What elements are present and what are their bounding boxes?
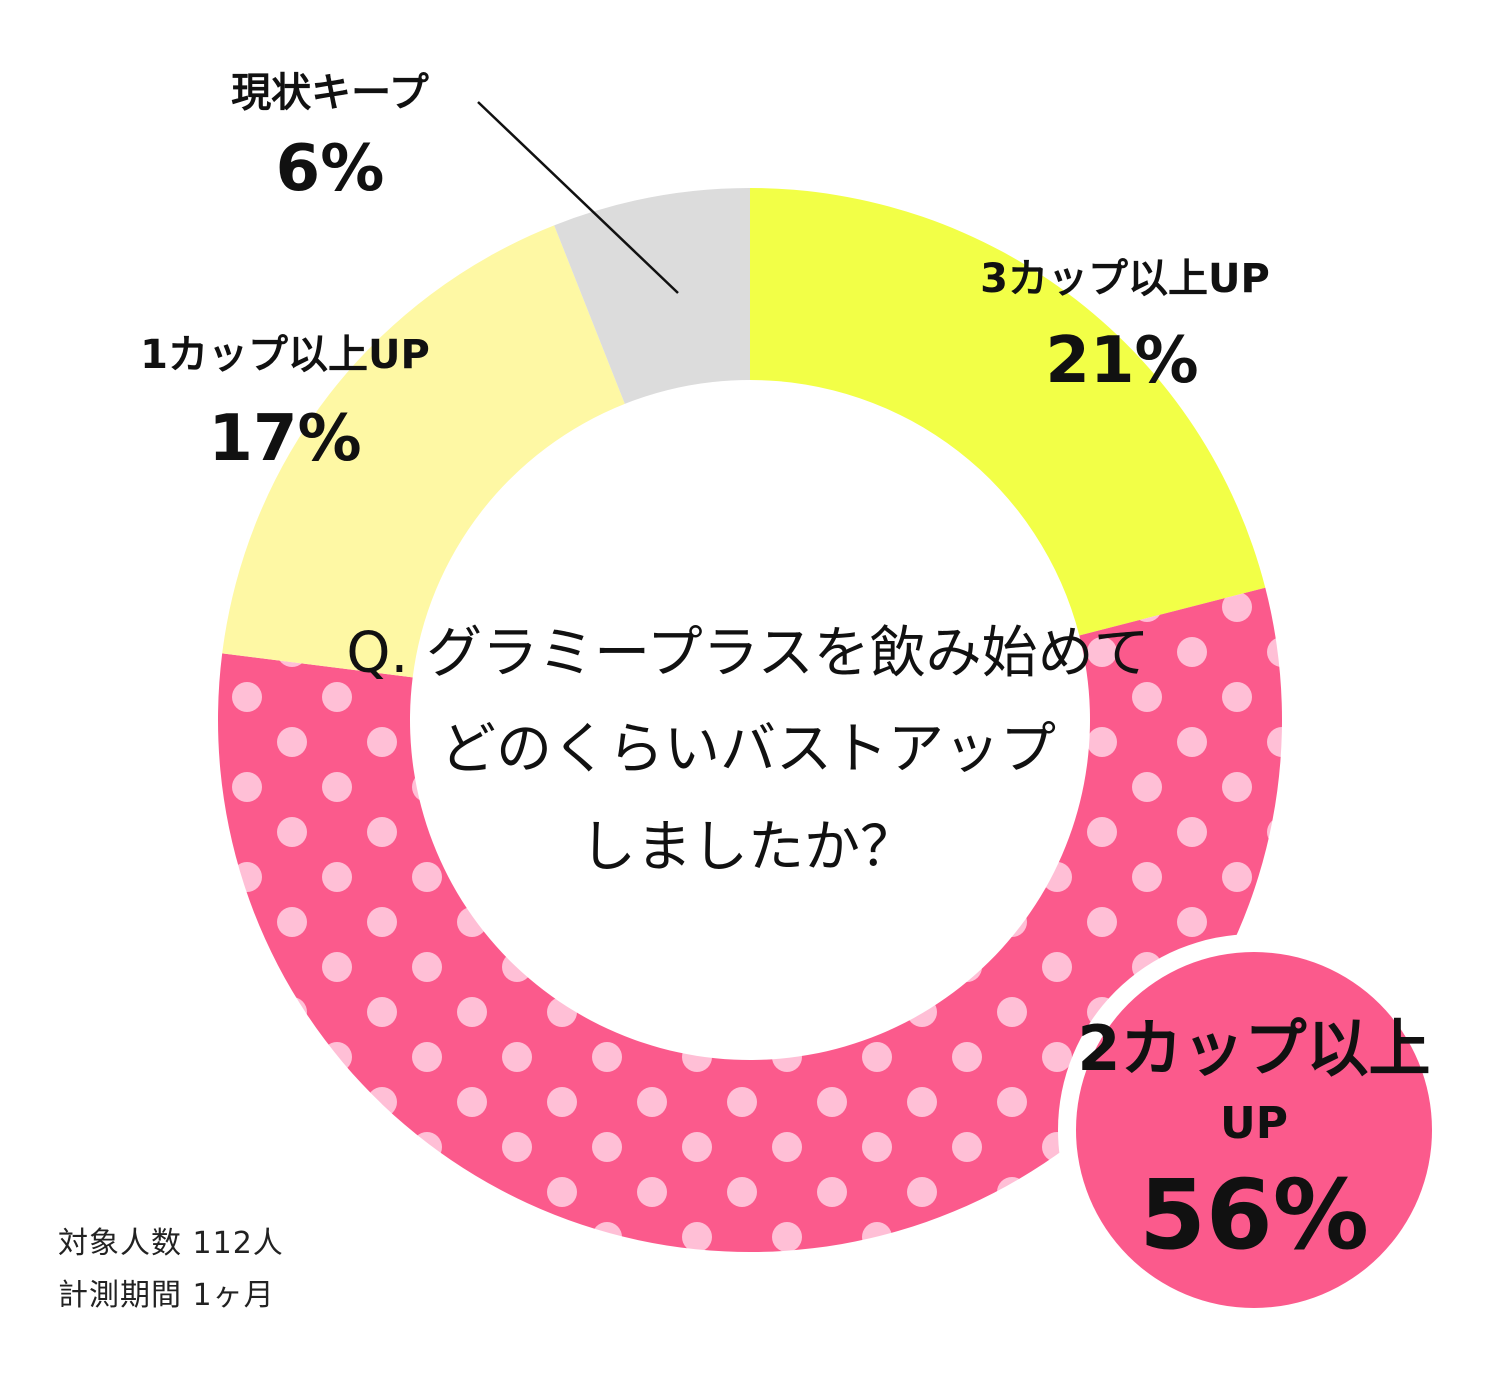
question-line-3: しましたか？: [580, 815, 916, 880]
question-line-1: Q. グラミープラスを飲み始めて: [346, 621, 1149, 686]
slice-label-3cup: 3カップ以上UP: [980, 256, 1270, 302]
sample-size-note: 対象人数 112人: [58, 1226, 284, 1261]
highlight-label-line2: UP: [1220, 1098, 1288, 1149]
highlight-value: 56%: [1139, 1159, 1369, 1271]
highlight-label-line1: 2カップ以上: [1077, 1012, 1430, 1085]
slice-value-3cup: 21%: [1045, 324, 1198, 398]
slice-value-1cup: 17%: [208, 402, 361, 476]
slice-value-keep: 6%: [276, 132, 385, 206]
slice-label-keep: 現状キープ: [231, 70, 429, 116]
slice-2cup: [217, 587, 1283, 1252]
slice-group: [217, 188, 1283, 1252]
period-note: 計測期間 1ヶ月: [58, 1278, 275, 1313]
leader-line: [477, 101, 679, 294]
slice-keep: [554, 188, 750, 404]
slice-label-1cup: 1カップ以上UP: [140, 332, 430, 378]
slice-1cup: [222, 225, 625, 678]
question-line-2: どのくらいバストアップ: [440, 717, 1056, 782]
slice-3cup: [750, 188, 1266, 636]
highlight-badge: 2カップ以上 UP 56%: [1058, 934, 1450, 1326]
